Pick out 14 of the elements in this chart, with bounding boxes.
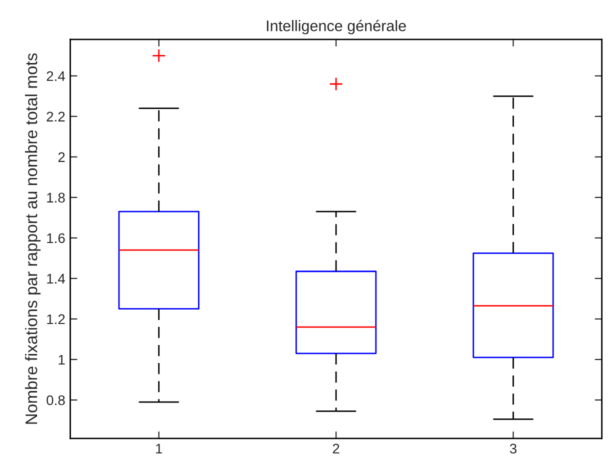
y-tick-label: 1.8 [47, 192, 65, 203]
y-tick-label: 1.6 [47, 233, 65, 244]
x-tick-label: 3 [510, 444, 516, 454]
y-tick-label: 1.4 [47, 274, 65, 284]
x-tick-label: 2 [332, 444, 340, 454]
y-tick-label: 1.2 [47, 314, 65, 324]
y-tick-label: 2 [58, 152, 65, 162]
y-tick-label: 2.2 [46, 112, 65, 122]
y-tick-label: 1 [58, 354, 65, 365]
y-tick-label: 2.4 [46, 71, 65, 81]
chart-title: Intelligence générale [266, 20, 406, 34]
x-tick-label: 1 [156, 444, 162, 454]
y-tick-label: 0.8 [46, 395, 65, 406]
y-axis-title: Nombre fixations par rapport au nombre total mots [25, 53, 41, 424]
